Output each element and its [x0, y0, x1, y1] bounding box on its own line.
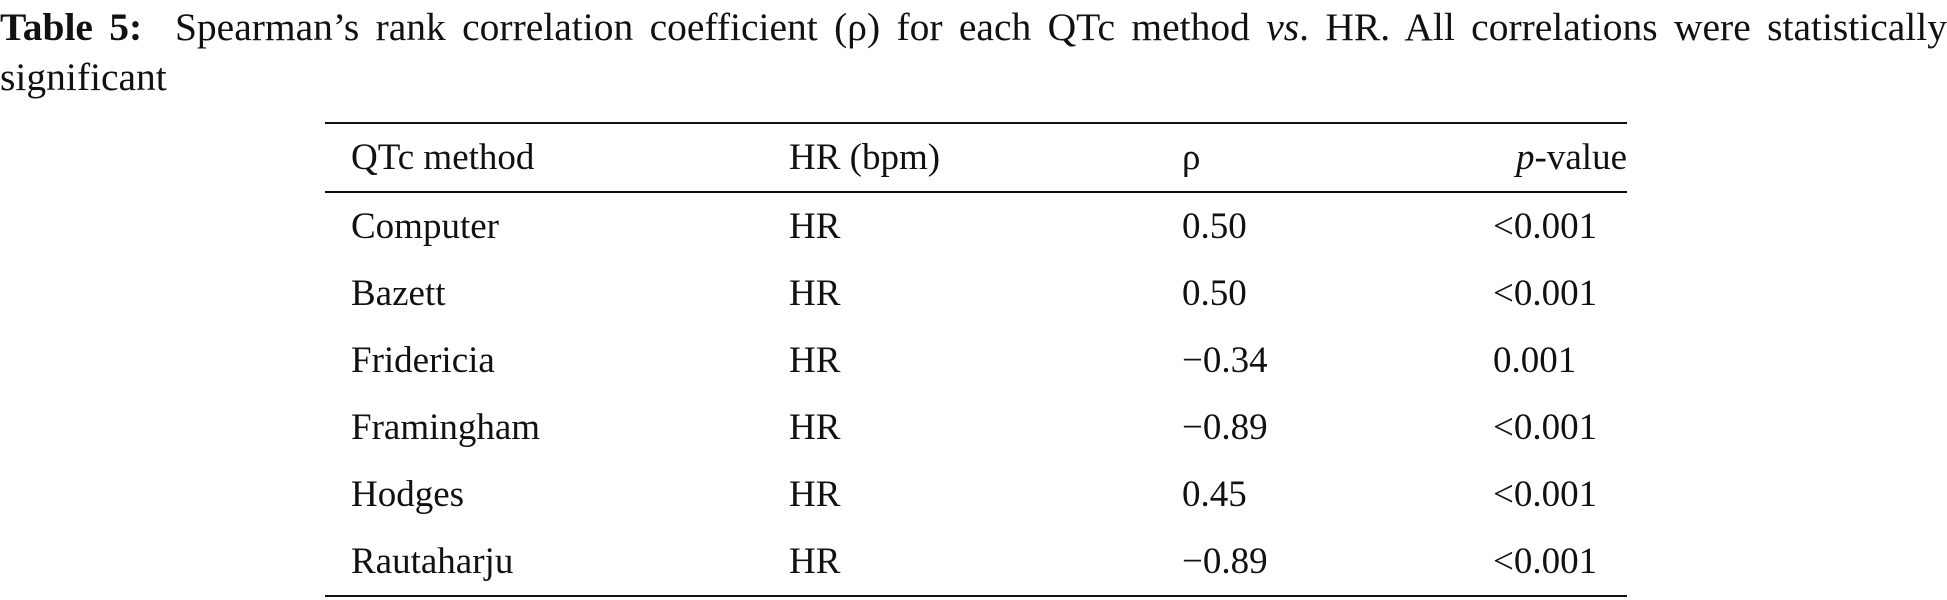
table-cell: HR [789, 541, 841, 582]
table-row: Fridericia HR −0.34 0.001 [325, 327, 1627, 394]
table-cell: Framingham [351, 407, 541, 448]
table-cell: 0.50 [1182, 206, 1247, 247]
table-cell: <0.001 [1493, 273, 1598, 314]
table-cell: HR [789, 474, 841, 515]
table-row: Framingham HR −0.89 <0.001 [325, 394, 1627, 461]
table-cell: HR [789, 273, 841, 314]
header-text: ρ [1182, 137, 1201, 178]
header-text: HR (bpm) [789, 137, 941, 178]
table-cell: HR [789, 206, 841, 247]
caption-italic: vs [1266, 5, 1300, 49]
header-text: QTc method [351, 137, 535, 178]
table-row: Computer HR 0.50 <0.001 [325, 192, 1627, 260]
table-cell: <0.001 [1493, 407, 1598, 448]
caption-label: Table 5: [0, 5, 143, 49]
header-cell: QTc method [325, 123, 789, 192]
caption-text: Spearman’s rank correlation coefficient … [174, 5, 1250, 49]
table-cell: −0.34 [1182, 340, 1268, 381]
table-cell: HR [789, 407, 841, 448]
table-cell: −0.89 [1182, 407, 1268, 448]
table-cell: 0.50 [1182, 273, 1247, 314]
table-cell: <0.001 [1493, 541, 1598, 582]
header-cell: HR (bpm) [789, 123, 1182, 192]
table-cell: <0.001 [1493, 206, 1598, 247]
table: QTc method HR (bpm) ρ p-value Computer HR 0.5… [325, 122, 1627, 597]
table-cell: Fridericia [351, 340, 495, 381]
table-cell: 0.001 [1493, 340, 1577, 381]
table-row: Bazett HR 0.50 <0.001 [325, 260, 1627, 327]
table-body: Computer HR 0.50 <0.001 Bazett HR 0.50 <0.001 Fr… [325, 192, 1627, 596]
header-cell: ρ [1182, 123, 1493, 192]
header-text: -value [1534, 137, 1627, 178]
table-cell: −0.89 [1182, 541, 1268, 582]
table-row: Hodges HR 0.45 <0.001 [325, 461, 1627, 528]
header-row: QTc method HR (bpm) ρ p-value [325, 123, 1627, 192]
table-cell: Hodges [351, 474, 465, 515]
table-cell: Rautaharju [351, 541, 514, 582]
table-caption: Table 5: Spearman’s rank correlation coe… [0, 2, 1947, 102]
header-text: p [1516, 137, 1535, 178]
table-cell: 0.45 [1182, 474, 1247, 515]
table-cell: <0.001 [1493, 474, 1598, 515]
caption-text: . HR. All correlations were statisticall… [0, 5, 1947, 99]
header-cell: p-value [1493, 123, 1627, 192]
table-cell: Bazett [351, 273, 446, 314]
table-cell: HR [789, 340, 841, 381]
table-cell: Computer [351, 206, 499, 247]
table-row: Rautaharju HR −0.89 <0.001 [325, 528, 1627, 596]
